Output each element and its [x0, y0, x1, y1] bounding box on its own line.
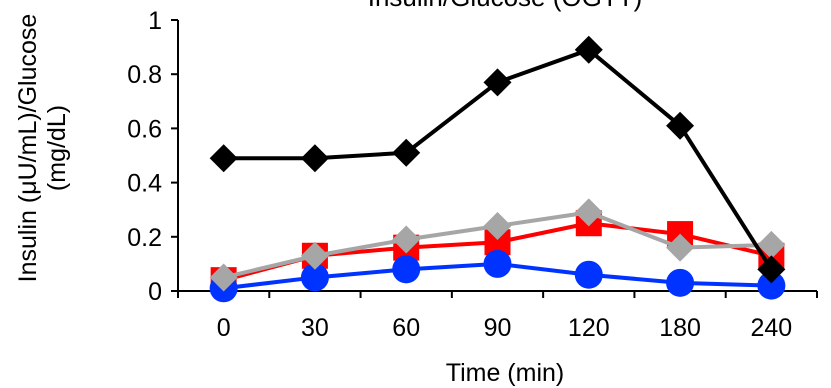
series-layer [209, 35, 786, 303]
x-axis-title: Time (min) [446, 359, 565, 387]
data-point [392, 255, 421, 284]
y-tick-label: 0.2 [127, 224, 162, 252]
y-axis-title-line2: (mg/dL) [43, 105, 71, 191]
data-point [757, 230, 786, 259]
y-tick-label: 0 [148, 278, 162, 306]
data-point [300, 263, 329, 292]
x-tick-label: 90 [484, 314, 512, 342]
x-tick-label: 60 [392, 314, 420, 342]
data-point [300, 241, 329, 270]
x-tick-label: 30 [301, 314, 329, 342]
y-tick-label: 1 [148, 7, 162, 35]
y-tick-label: 0.8 [127, 61, 162, 89]
y-tick-label: 0.4 [127, 170, 162, 198]
y-axis-title-line1: Insulin (μU/mL)/Glucose [14, 14, 42, 283]
data-point [483, 68, 512, 97]
x-tick-labels: 0 30 60 90 120 180 240 [217, 314, 793, 342]
data-point [666, 111, 695, 140]
x-tick-label: 240 [750, 314, 792, 342]
data-point [392, 225, 421, 254]
data-point [666, 268, 695, 297]
data-point [209, 144, 238, 173]
data-point [757, 271, 786, 300]
x-tick-label: 0 [217, 314, 231, 342]
data-point [483, 211, 512, 240]
data-point [574, 260, 603, 289]
series-3 [209, 249, 786, 303]
data-point [574, 198, 603, 227]
data-point [757, 255, 786, 284]
series-0 [209, 35, 786, 284]
data-point [666, 233, 695, 262]
data-point [574, 35, 603, 64]
data-point [300, 144, 329, 173]
y-tick-label: 0.6 [127, 115, 162, 143]
series-2 [209, 198, 786, 292]
data-point [392, 138, 421, 167]
data-point [209, 263, 238, 292]
y-tick-labels: 0 0.2 0.4 0.6 0.8 1 [127, 7, 162, 306]
x-tick-label: 180 [659, 314, 701, 342]
y-axis-title: Insulin (μU/mL)/Glucose (mg/dL) [14, 14, 71, 283]
data-point [483, 249, 512, 278]
chart-title: Insulin/Glucose (OGTT) [368, 0, 643, 12]
axes [171, 19, 818, 298]
x-tick-label: 120 [568, 314, 610, 342]
